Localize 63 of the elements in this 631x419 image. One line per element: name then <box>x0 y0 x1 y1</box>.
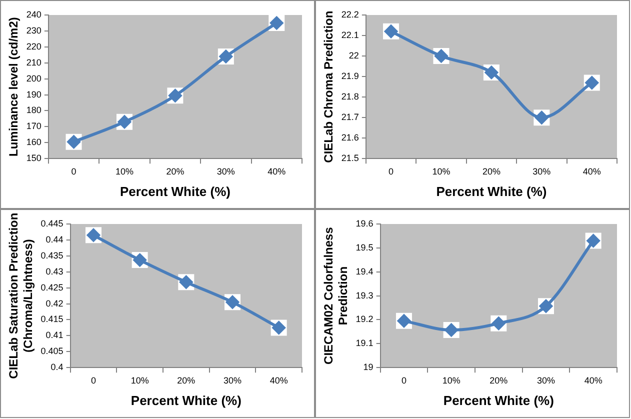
y-tick-label: 180 <box>26 105 42 116</box>
x-axis-title: Percent White (%) <box>120 184 230 199</box>
y-tick-label: 22.2 <box>341 9 359 20</box>
y-tick-label: 0.4 <box>50 362 64 372</box>
x-axis-title: Percent White (%) <box>130 392 242 408</box>
y-tick-label: 200 <box>26 73 42 84</box>
y-tick-label: 210 <box>26 57 42 68</box>
y-tick-label: 19.2 <box>356 314 374 324</box>
y-axis-title: Luminance level (cd/m2) <box>6 17 21 156</box>
y-tick-label: 0.43 <box>46 266 64 276</box>
y-tick-label: 19 <box>363 362 374 372</box>
y-tick-label: 220 <box>26 41 42 52</box>
y-tick-label: 0.405 <box>40 346 64 356</box>
y-axis-title: CIELab Chroma Prediction <box>322 10 336 163</box>
x-axis-title: Percent White (%) <box>443 392 554 408</box>
x-tick-label: 40% <box>270 375 288 386</box>
x-tick-label: 0 <box>401 375 406 386</box>
x-tick-label: 20% <box>482 166 500 176</box>
y-tick-label: 21.5 <box>341 153 359 164</box>
x-tick-label: 30% <box>223 375 242 386</box>
y-tick-label: 190 <box>26 89 42 100</box>
x-tick-label: 10% <box>130 375 149 386</box>
y-tick-label: 19.5 <box>356 242 374 252</box>
y-tick-label: 21.9 <box>341 71 359 82</box>
x-tick-label: 20% <box>166 166 184 176</box>
x-tick-label: 0 <box>90 375 96 386</box>
x-axis-title: Percent White (%) <box>436 184 547 199</box>
y-tick-label: 21.8 <box>341 92 359 102</box>
y-tick-label: 22.1 <box>341 30 359 40</box>
y-axis-title: CIECAM02 Colorfulness Prediction <box>322 226 350 364</box>
y-tick-label: 160 <box>26 137 42 148</box>
y-tick-label: 0.415 <box>40 314 64 324</box>
y-tick-label: 0.44 <box>46 234 64 244</box>
y-tick-label: 21.7 <box>341 112 359 122</box>
y-axis-title: CIELab Saturation Prediction (Chroma/Lightness) <box>6 212 35 379</box>
y-tick-label: 19.3 <box>356 290 374 300</box>
x-tick-label: 10% <box>432 166 450 176</box>
x-tick-label: 0 <box>71 166 76 176</box>
y-tick-label: 240 <box>26 9 42 20</box>
x-tick-label: 30% <box>532 166 551 176</box>
y-tick-label: 170 <box>26 121 42 132</box>
y-tick-label: 0.435 <box>40 250 64 260</box>
x-tick-label: 20% <box>490 375 508 386</box>
x-tick-label: 40% <box>584 375 602 386</box>
y-tick-label: 0.41 <box>46 330 64 340</box>
y-tick-label: 150 <box>26 153 42 164</box>
y-tick-label: 19.1 <box>356 338 374 348</box>
x-tick-label: 10% <box>442 375 460 386</box>
x-tick-label: 10% <box>115 166 134 176</box>
y-tick-label: 0.42 <box>46 298 64 308</box>
y-tick-label: 21.6 <box>341 132 359 143</box>
y-tick-label: 0.425 <box>40 282 64 292</box>
x-tick-label: 30% <box>216 166 235 176</box>
x-tick-label: 30% <box>536 375 556 386</box>
x-tick-label: 40% <box>268 166 286 176</box>
x-tick-label: 0 <box>388 166 394 176</box>
y-tick-label: 0.445 <box>40 218 64 228</box>
x-tick-label: 40% <box>582 166 601 176</box>
y-tick-label: 19.4 <box>356 266 374 276</box>
y-tick-label: 22 <box>348 50 359 61</box>
y-tick-label: 230 <box>26 25 42 36</box>
x-tick-label: 20% <box>177 375 196 386</box>
y-tick-label: 19.6 <box>356 218 374 228</box>
